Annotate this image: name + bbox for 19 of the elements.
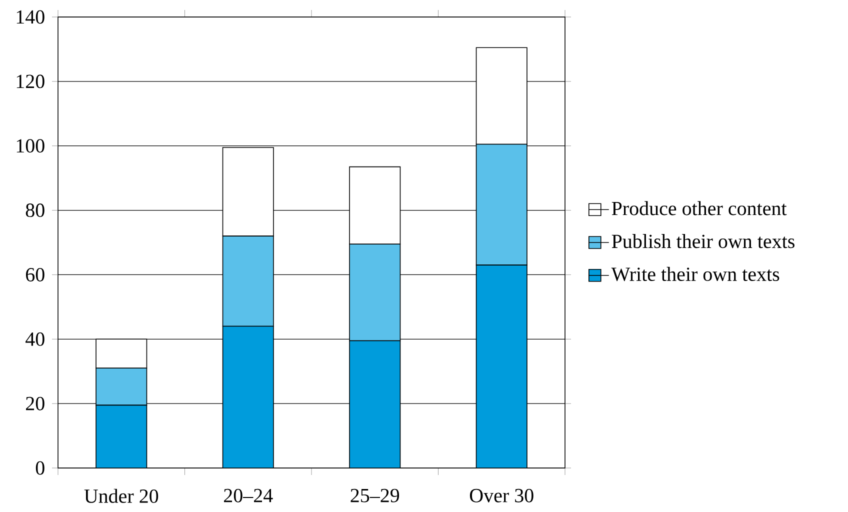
legend-label: Produce other content	[612, 201, 787, 216]
y-tick-label: 140	[16, 10, 44, 24]
bar	[222, 326, 274, 468]
y-tick-label: 80	[26, 204, 44, 218]
y-tick-label: 20	[26, 396, 44, 410]
y-tick-label: 100	[16, 139, 44, 153]
bar	[476, 264, 528, 468]
x-tick-label: Over 30	[470, 488, 534, 502]
x-tick-label: 20–24	[224, 488, 273, 502]
x-tick-label: Under 20	[84, 488, 158, 503]
x-tick-label: 25–29	[350, 488, 400, 502]
y-tick-label: 0	[36, 461, 44, 475]
y-tick-label: 120	[16, 74, 44, 88]
y-tick-label: 40	[26, 332, 44, 346]
bar	[96, 404, 148, 468]
y-tick-label: 60	[26, 268, 44, 282]
legend-label: Write their own texts	[611, 266, 780, 282]
bar	[349, 340, 401, 468]
legend-label: Publish their own texts	[612, 234, 794, 248]
